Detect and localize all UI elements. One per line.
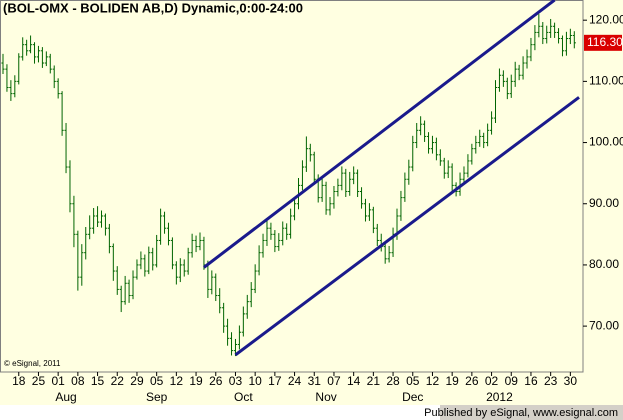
x-group-label: Dec — [402, 390, 423, 404]
trendline — [203, 0, 556, 269]
x-tick-label: 05 — [406, 374, 420, 388]
chart-title: (BOL-OMX - BOLIDEN AB,D) Dynamic,0:00-24… — [3, 0, 303, 15]
x-tick-label: 26 — [209, 374, 223, 388]
last-price-box — [584, 34, 622, 51]
x-tick-label: 08 — [71, 374, 85, 388]
last-price-label: 116.30 — [587, 35, 623, 49]
x-tick-label: 09 — [505, 374, 519, 388]
x-group-label: 2012 — [486, 390, 513, 404]
y-tick-label: 120.00 — [589, 12, 623, 26]
copyright: © eSignal, 2011 — [4, 359, 61, 368]
x-tick-label: 05 — [150, 374, 164, 388]
plot-frame — [0, 0, 584, 373]
x-tick-label: 02 — [485, 374, 499, 388]
x-tick-label: 12 — [170, 374, 184, 388]
x-tick-label: 24 — [288, 374, 302, 388]
x-tick-label: 25 — [32, 374, 46, 388]
x-tick-label: 03 — [229, 374, 243, 388]
y-tick-label: 70.00 — [589, 318, 619, 332]
x-tick-label: 14 — [347, 374, 361, 388]
x-tick-label: 22 — [111, 374, 125, 388]
x-tick-label: 01 — [51, 374, 65, 388]
x-tick-label: 16 — [524, 374, 538, 388]
x-group-label: Oct — [234, 390, 253, 404]
footer-left — [0, 405, 440, 420]
plot — [1, 0, 580, 357]
x-tick-label: 19 — [445, 374, 459, 388]
x-tick-label: 29 — [130, 374, 144, 388]
x-tick-label: 31 — [308, 374, 322, 388]
x-tick-label: 26 — [465, 374, 479, 388]
x-tick-label: 17 — [268, 374, 282, 388]
x-tick-label: 23 — [544, 374, 558, 388]
x-tick-label: 19 — [189, 374, 203, 388]
y-tick-label: 90.00 — [589, 196, 619, 210]
y-tick-label: 80.00 — [589, 257, 619, 271]
y-tick-label: 100.00 — [589, 135, 623, 149]
x-group-label: Nov — [315, 390, 336, 404]
y-tick-label: 110.00 — [589, 74, 623, 88]
footer: Published by eSignal, www.esignal.com — [424, 407, 618, 419]
x-tick-label: 28 — [386, 374, 400, 388]
trendline — [234, 96, 580, 357]
x-group-label: Aug — [55, 390, 76, 404]
x-tick-label: 12 — [426, 374, 440, 388]
x-tick-label: 21 — [367, 374, 381, 388]
x-tick-label: 15 — [91, 374, 105, 388]
x-tick-label: 30 — [564, 374, 578, 388]
x-tick-label: 18 — [12, 374, 26, 388]
x-tick-label: 07 — [327, 374, 341, 388]
x-tick-label: 10 — [248, 374, 262, 388]
x-group-label: Sep — [146, 390, 168, 404]
